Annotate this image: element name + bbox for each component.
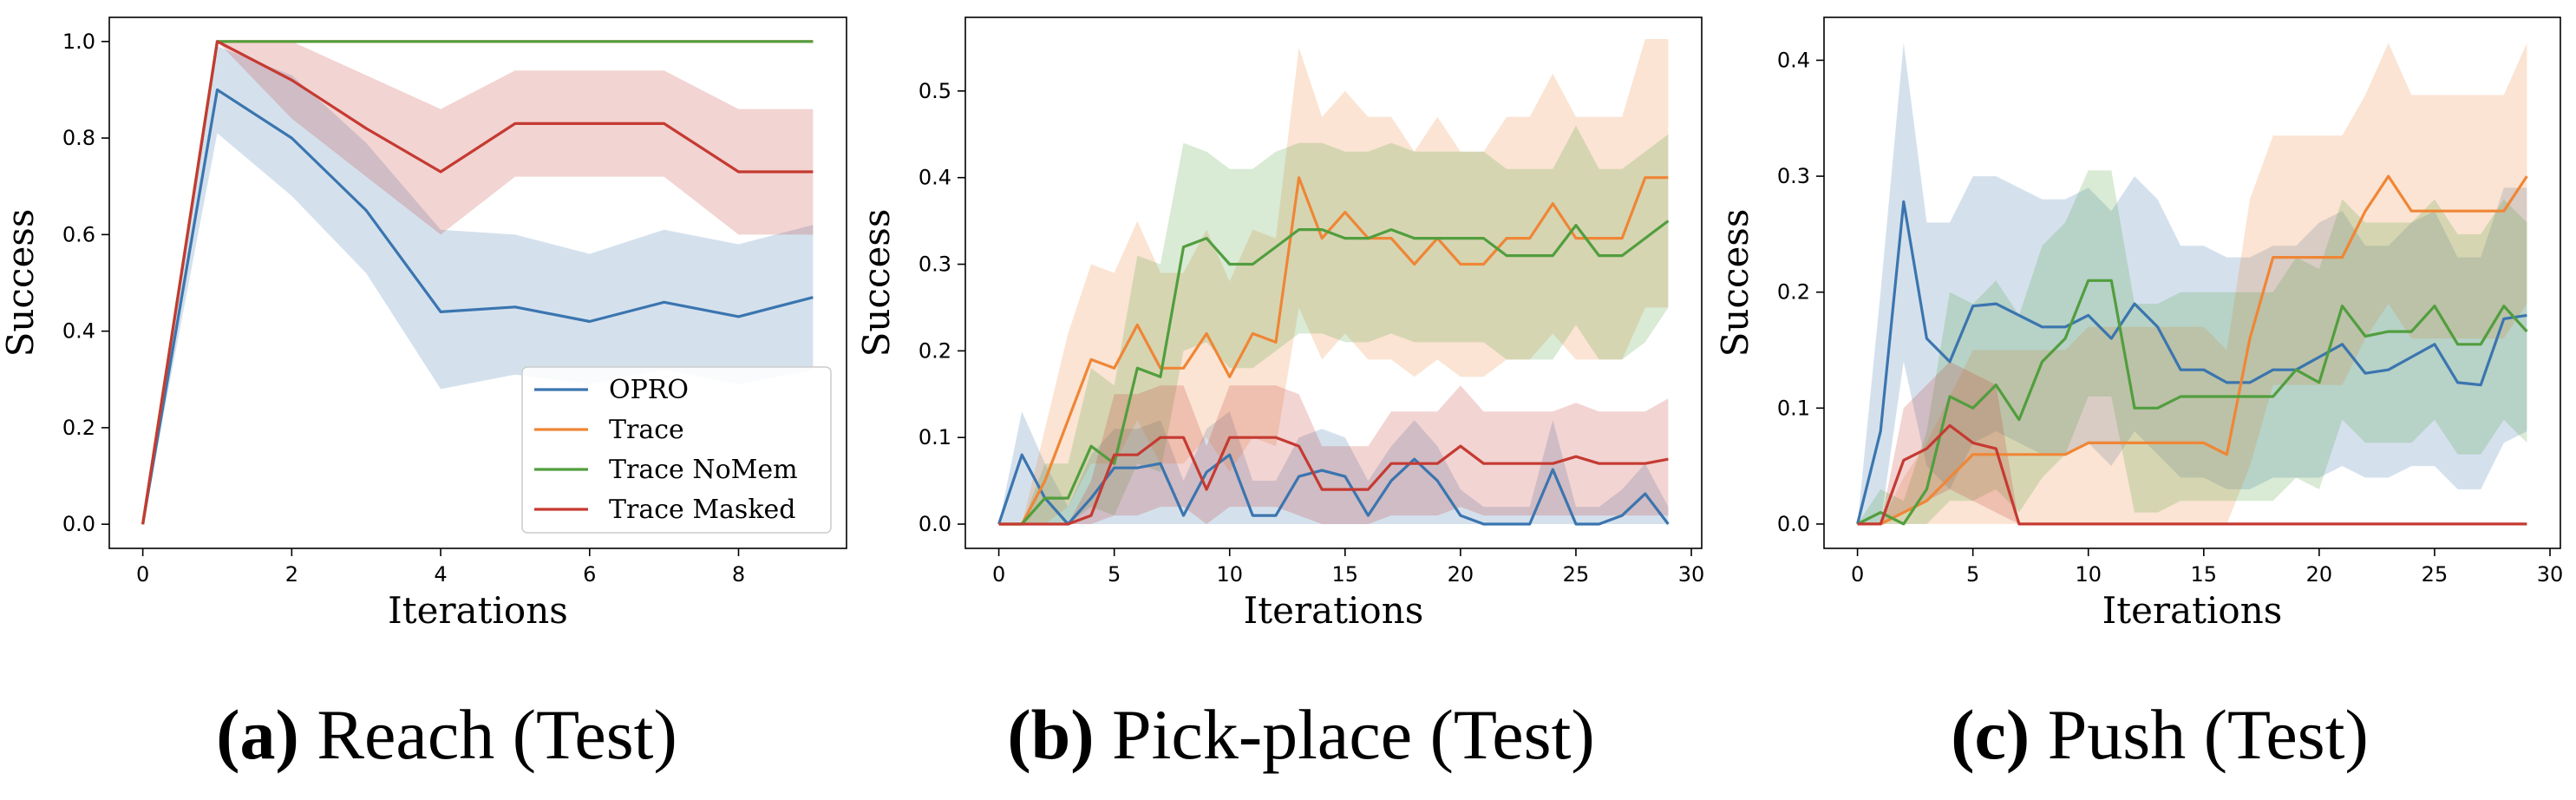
caption-text: Push (Test) bbox=[2030, 695, 2369, 774]
y-tick-label: 0.2 bbox=[1777, 280, 1810, 305]
x-tick-label: 15 bbox=[1332, 562, 1359, 587]
x-axis-label: Iterations bbox=[388, 589, 568, 632]
x-tick-label: 6 bbox=[583, 562, 596, 587]
band-opro bbox=[142, 46, 814, 525]
caption-pick-place: (b) Pick-place (Test) bbox=[911, 694, 1691, 776]
y-tick-label: 0.6 bbox=[62, 222, 95, 246]
x-axis-label: Iterations bbox=[1244, 589, 1424, 632]
series-line-opro bbox=[141, 88, 814, 525]
y-tick-label: 0.3 bbox=[1777, 164, 1810, 188]
band-opro bbox=[998, 411, 1669, 524]
x-tick-label: 10 bbox=[1216, 562, 1243, 587]
x-axis-label: Iterations bbox=[2102, 589, 2283, 632]
y-axis-label: Success bbox=[855, 209, 898, 357]
series-line-opro bbox=[1856, 200, 2527, 525]
series-line-trace-nomem bbox=[141, 40, 814, 525]
series-line-trace-masked bbox=[998, 436, 1669, 526]
band-trace-masked bbox=[142, 41, 814, 525]
axes-frame bbox=[108, 16, 847, 549]
series-line-trace-nomem bbox=[998, 220, 1670, 526]
caption-letter: (c) bbox=[1951, 695, 2030, 774]
legend-label: OPRO bbox=[609, 375, 689, 405]
x-tick-label: 10 bbox=[2075, 562, 2102, 587]
y-tick-label: 0.3 bbox=[919, 252, 951, 277]
y-tick-label: 0.1 bbox=[1777, 396, 1810, 420]
y-tick-label: 0.2 bbox=[919, 338, 951, 363]
y-tick-label: 0.5 bbox=[919, 79, 951, 103]
x-tick-label: 20 bbox=[2306, 562, 2333, 587]
y-tick-label: 0.4 bbox=[62, 319, 95, 344]
y-tick-label: 1.0 bbox=[62, 30, 95, 54]
x-tick-label: 0 bbox=[136, 562, 149, 587]
y-axis-label: Success bbox=[1714, 209, 1756, 357]
band-trace-masked bbox=[998, 385, 1669, 524]
x-tick-label: 5 bbox=[1966, 562, 1979, 587]
legend: OPRO Trace Trace NoMem Trace Masked bbox=[521, 366, 832, 534]
x-tick-label: 0 bbox=[992, 562, 1005, 587]
x-tick-label: 20 bbox=[1448, 562, 1474, 587]
caption-text: Reach (Test) bbox=[298, 695, 677, 774]
legend-label: Trace Masked bbox=[609, 495, 795, 525]
band-trace-nomem bbox=[1857, 170, 2527, 524]
x-tick-label: 4 bbox=[434, 562, 447, 587]
x-tick-label: 8 bbox=[732, 562, 745, 587]
series-line-trace bbox=[1857, 174, 2528, 526]
x-tick-label: 2 bbox=[285, 562, 298, 587]
x-tick-label: 30 bbox=[1678, 562, 1705, 587]
chart-pick-place-test: 0 5 10 15 20 25 30 0.0 0.1 0.2 0.3 0.4 0.5 Iterations… bbox=[855, 16, 1705, 632]
caption-letter: (b) bbox=[1007, 695, 1095, 774]
axes-frame bbox=[1823, 16, 2561, 549]
legend-label: Trace bbox=[609, 415, 684, 445]
series-line-trace-nomem bbox=[1856, 279, 2528, 526]
x-tick-label: 25 bbox=[1563, 562, 1590, 587]
chart-push-test: 0 5 10 15 20 25 30 0.0 0.1 0.2 0.3 0.4 Iterations Suc… bbox=[1714, 16, 2564, 632]
band-trace-nomem bbox=[998, 125, 1669, 525]
caption-text: Pick-place (Test) bbox=[1094, 695, 1595, 774]
y-tick-label: 0.0 bbox=[1777, 512, 1810, 536]
y-tick-label: 0.0 bbox=[62, 512, 95, 536]
x-tick-label: 5 bbox=[1108, 562, 1121, 587]
series-line-trace-masked bbox=[1857, 423, 2527, 526]
band-trace-masked bbox=[1857, 361, 2527, 524]
caption-push: (c) Push (Test) bbox=[1769, 694, 2550, 776]
y-tick-label: 0.8 bbox=[62, 126, 95, 150]
x-tick-label: 15 bbox=[2191, 562, 2218, 587]
caption-letter: (a) bbox=[216, 695, 299, 774]
y-tick-label: 0.4 bbox=[1777, 48, 1810, 72]
band-trace bbox=[998, 39, 1669, 524]
x-tick-label: 30 bbox=[2537, 562, 2564, 587]
series-line-trace bbox=[998, 176, 1669, 526]
axes-frame bbox=[964, 16, 1703, 549]
series-line-opro bbox=[997, 453, 1670, 526]
x-tick-label: 0 bbox=[1851, 562, 1864, 587]
x-tick-label: 25 bbox=[2422, 562, 2449, 587]
y-tick-label: 0.4 bbox=[919, 166, 951, 190]
legend-label: Trace NoMem bbox=[609, 455, 798, 485]
legend-frame bbox=[521, 366, 832, 534]
chart-reach-test: 0 2 4 6 8 0.0 0.2 0.4 0.6 0.8 1.0 Iterations Success… bbox=[0, 16, 847, 632]
y-tick-label: 0.1 bbox=[919, 425, 951, 449]
y-tick-label: 0.2 bbox=[62, 416, 95, 440]
caption-reach: (a) Reach (Test) bbox=[56, 694, 837, 776]
y-tick-label: 0.0 bbox=[919, 512, 951, 536]
series-line-trace-masked bbox=[141, 40, 814, 525]
y-axis-label: Success bbox=[0, 209, 42, 357]
